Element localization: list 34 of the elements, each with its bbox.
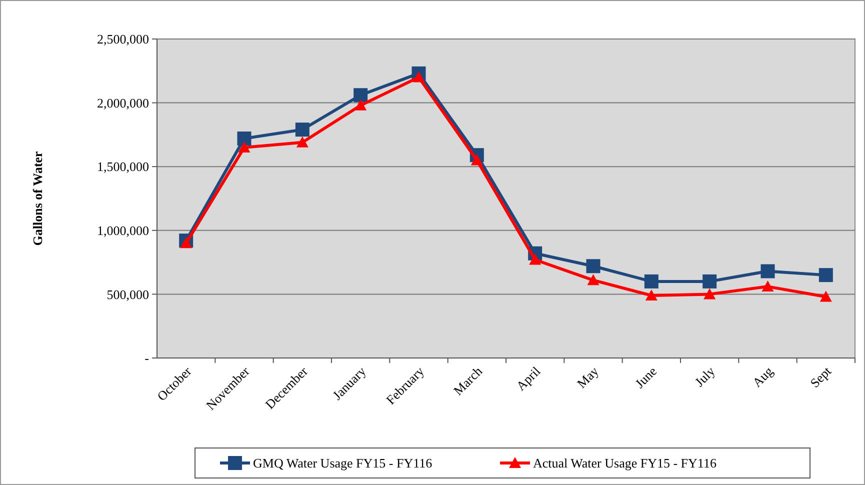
legend-label: Actual Water Usage FY15 - FY116 [533, 456, 717, 471]
point [295, 122, 310, 137]
y-axis-title: Gallons of Water [30, 151, 45, 246]
y-tick-label: 1,000,000 [97, 222, 149, 238]
x-tick-label: July [692, 363, 718, 390]
point [762, 280, 774, 292]
y-tick-label: 2,500,000 [97, 32, 149, 47]
point [412, 71, 425, 82]
point [702, 274, 717, 288]
point [296, 136, 308, 148]
y-tick-label: 500,000 [106, 286, 149, 302]
point [586, 259, 600, 274]
point [529, 254, 542, 265]
point [238, 141, 250, 152]
point [818, 268, 833, 282]
y-tick-label: - [144, 350, 149, 366]
point [180, 237, 192, 248]
point [645, 289, 658, 300]
point [760, 264, 775, 278]
x-tick-label: May [574, 363, 602, 391]
point [237, 132, 252, 146]
x-tick-label: Sept [807, 363, 834, 390]
point [354, 99, 367, 110]
point [587, 274, 600, 286]
point [820, 290, 832, 302]
y-tick-label: 2,000,000 [97, 95, 149, 110]
point [704, 288, 716, 300]
legend-label: GMQ Water Usage FY15 - FY116 [253, 456, 433, 471]
x-tick-label: Aug [749, 363, 776, 390]
point [644, 274, 658, 288]
point [354, 88, 368, 102]
y-tick-label: 1,500,000 [97, 159, 149, 174]
x-tick-label: June [632, 363, 660, 391]
point [470, 154, 483, 166]
